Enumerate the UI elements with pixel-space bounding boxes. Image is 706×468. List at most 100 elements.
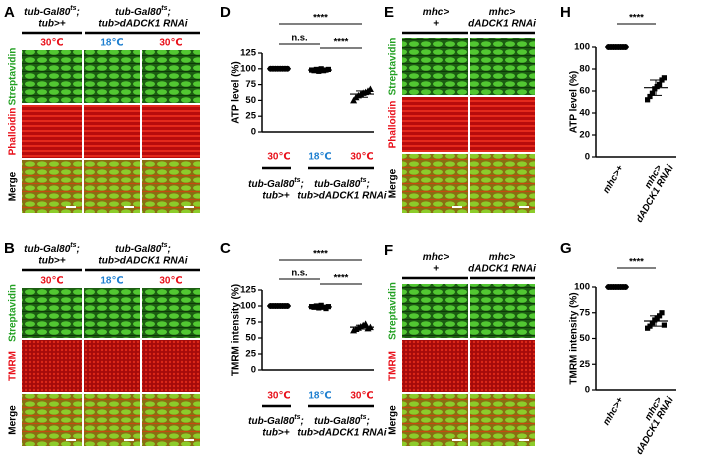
genotype-name: tub-Gal80 (24, 7, 71, 18)
genotype-line: mhc> (423, 7, 450, 18)
y-tick-label: 0 (585, 152, 590, 163)
micrograph (22, 105, 82, 158)
micrograph (142, 50, 200, 103)
micrograph (402, 154, 468, 213)
y-tick-label: 0 (251, 127, 256, 138)
genotype-punct: ; (168, 7, 171, 18)
micrograph (470, 284, 535, 338)
genotype-punct: ; (77, 7, 80, 18)
genotype-line: tub>+ (38, 256, 65, 267)
x-tick-label: 30℃ (267, 391, 290, 402)
y-tick-label: 100 (574, 282, 590, 293)
genotype-name: tub-Gal80 (314, 179, 361, 190)
micrograph (402, 97, 468, 152)
temperature-label: 18℃ (100, 38, 123, 49)
genotype-superscript: ts (360, 414, 366, 421)
y-tick-label: 125 (240, 48, 257, 59)
genotype-name: tub-Gal80 (314, 416, 361, 427)
y-tick-label: 60 (579, 86, 590, 97)
micrograph (402, 284, 468, 338)
genotype-line: dADCK1 RNAi (468, 264, 536, 275)
genotype-superscript: ts (161, 5, 167, 12)
y-tick-label: 100 (574, 42, 590, 53)
genotype-name: tub-Gal80 (248, 416, 295, 427)
y-tick-label: 25 (245, 111, 256, 122)
genotype-line: tub-Gal80ts; (248, 177, 304, 190)
genotype-line: mhc> (423, 252, 450, 263)
significance-label: **** (334, 273, 349, 284)
genotype-superscript: ts (360, 177, 366, 184)
micrograph (402, 38, 468, 95)
genotype-punct: ; (77, 244, 80, 255)
genotype-name: mhc> (423, 252, 450, 263)
y-tick-label: 80 (579, 64, 590, 75)
data-point (649, 90, 655, 96)
row-label: Phalloidin (8, 108, 19, 156)
data-point (366, 85, 374, 93)
panel-label: D (220, 4, 231, 21)
data-point (661, 75, 667, 81)
genotype-name: tub-Gal80 (24, 244, 71, 255)
y-tick-label: 20 (579, 130, 590, 141)
micrograph (142, 288, 200, 338)
x-tick-label: 18℃ (308, 391, 331, 402)
genotype-name: tub-Gal80 (248, 179, 295, 190)
y-tick-label: 100 (240, 301, 256, 312)
row-label: TMRM (8, 351, 19, 381)
micrograph (22, 288, 82, 338)
genotype-superscript: ts (294, 414, 300, 421)
row-label: TMRM (388, 351, 399, 381)
y-tick-label: 0 (251, 365, 256, 376)
genotype-superscript: ts (294, 177, 300, 184)
data-point (325, 66, 331, 73)
genotype-punct: ; (367, 416, 370, 427)
genotype-superscript: ts (70, 5, 76, 12)
y-tick-label: 75 (579, 307, 590, 318)
panel-label: F (384, 242, 393, 259)
micrograph (22, 394, 82, 446)
micrograph (142, 394, 200, 446)
genotype-punct: ; (301, 179, 304, 190)
genotype-line: mhc> (489, 7, 516, 18)
micrograph (142, 105, 200, 158)
temperature-label: 30℃ (159, 38, 182, 49)
data-point (647, 93, 653, 100)
y-tick-label: 50 (245, 333, 256, 344)
y-tick-label: 50 (579, 333, 590, 344)
genotype-superscript: ts (70, 242, 76, 249)
y-tick-label: 75 (245, 317, 256, 328)
panel-label: G (560, 240, 572, 257)
y-axis-label: ATP level (%) (569, 71, 580, 133)
row-label: Merge (388, 405, 399, 435)
significance-label: **** (313, 249, 328, 260)
micrograph (142, 340, 200, 392)
micrograph (142, 160, 200, 213)
micrograph (470, 97, 535, 152)
genotype-line: tub-Gal80ts; (115, 242, 171, 255)
micrograph (470, 38, 535, 95)
row-label: Merge (8, 171, 19, 201)
significance-label: n.s. (291, 268, 307, 279)
row-label: Streptavidin (388, 282, 399, 340)
y-axis-label: TMRM intensity (%) (231, 284, 242, 376)
significance-label: **** (334, 37, 349, 48)
genotype-name: mhc> (423, 7, 450, 18)
genotype-name: mhc> (489, 7, 516, 18)
panel-label: E (384, 4, 394, 21)
row-label: Merge (8, 405, 19, 435)
micrograph (22, 340, 82, 392)
significance-label: **** (313, 13, 328, 24)
micrograph (84, 394, 140, 446)
genotype-punct: ; (301, 416, 304, 427)
genotype-line: + (433, 264, 439, 275)
genotype-punct: ; (367, 179, 370, 190)
x-tick-label: 30℃ (350, 152, 373, 163)
genotype-line: tub>dADCK1 RNAi (98, 19, 187, 30)
y-tick-label: 0 (585, 385, 590, 396)
micrograph (470, 394, 535, 446)
genotype-line: tub>+ (38, 19, 65, 30)
genotype-line: tub-Gal80ts; (314, 414, 370, 427)
y-tick-label: 50 (245, 95, 256, 106)
